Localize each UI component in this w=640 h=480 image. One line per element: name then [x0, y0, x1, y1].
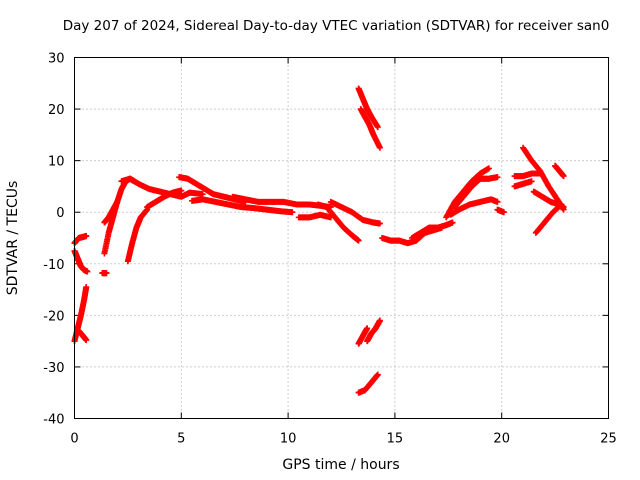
x-axis-label: GPS time / hours [282, 457, 400, 473]
chart-title: Day 207 of 2024, Sidereal Day-to-day VTE… [62, 18, 610, 34]
data-point [376, 317, 383, 324]
series-arc-jump-e [355, 371, 381, 396]
y-tick-label: 0 [56, 206, 64, 221]
data-point [374, 371, 381, 378]
y-tick-label: -20 [43, 309, 64, 324]
x-tick-label: 15 [387, 432, 404, 447]
series-arc-early-a [71, 247, 91, 275]
y-tick-label: 20 [48, 103, 65, 118]
data-point [376, 220, 383, 227]
data-point [500, 209, 507, 216]
grid-lines [74, 57, 609, 419]
plot-frame [74, 57, 609, 419]
data-point [178, 187, 185, 194]
series-arc-dawn-c [101, 198, 121, 226]
axes: 0 5 10 15 20 25 -40 -30 -20 -10 0 10 20 30 [43, 52, 617, 447]
y-tick-label: -40 [43, 413, 64, 428]
series-arc-jump-c [355, 325, 371, 347]
data-point [449, 219, 456, 226]
data-point [560, 173, 567, 180]
series-arc-early-b [71, 232, 90, 247]
series-arc-jump-a [355, 85, 381, 131]
data-point [103, 270, 110, 277]
x-tick-label: 25 [600, 432, 617, 447]
y-tick-label: -30 [43, 361, 64, 376]
series-arc-pm-b [408, 219, 456, 241]
series-arc-late-f [552, 162, 567, 180]
series-arc-dawn-d [124, 206, 151, 265]
data-point [84, 268, 91, 275]
y-axis-label: SDTVAR / TECUs [5, 180, 21, 296]
series-arc-early-c [71, 283, 90, 345]
series-arc-early-d [75, 327, 90, 344]
series-arc-eve-d [494, 206, 507, 216]
y-tick-label: 30 [48, 52, 65, 67]
data-point [494, 198, 501, 205]
series-arc-day-b [144, 187, 185, 211]
series-arc-late-a [511, 178, 535, 190]
data-point [289, 209, 296, 216]
data-points [71, 85, 567, 396]
data-point [376, 144, 383, 151]
series-arc-eve-c [447, 196, 501, 218]
x-tick-label: 5 [177, 432, 185, 447]
y-tick-label: 10 [48, 155, 65, 170]
x-tick-label: 0 [70, 432, 78, 447]
data-point [199, 191, 206, 198]
series-arc-eve-b [451, 174, 501, 211]
data-point [374, 124, 381, 131]
data-point [485, 165, 492, 172]
series-arc-dawn-a [99, 270, 110, 277]
series-arc-jump-d [364, 317, 383, 345]
data-point [355, 237, 362, 244]
series-arc-noon-a [315, 201, 362, 244]
data-point [364, 325, 371, 332]
data-point [83, 232, 90, 239]
data-point [558, 201, 565, 208]
series-arc-day-f [295, 211, 334, 221]
series-arc-day-d [188, 196, 296, 216]
series-arc-noon-b [327, 198, 383, 227]
series-arc-jump-b [357, 106, 383, 151]
y-tick-label: -10 [43, 258, 64, 273]
x-tick-label: 10 [280, 432, 297, 447]
data-point [83, 283, 90, 290]
data-point [83, 337, 90, 344]
data-point [494, 174, 501, 181]
series-arc-late-e [532, 201, 565, 236]
x-tick-label: 20 [493, 432, 510, 447]
data-point [114, 198, 121, 205]
data-point [528, 178, 535, 185]
